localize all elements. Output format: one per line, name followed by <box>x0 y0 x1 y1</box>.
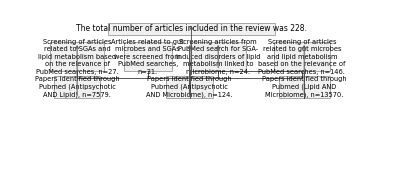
Text: Screening articles from
PubMed search for SGA-
induced disorders of lipid
metabo: Screening articles from PubMed search fo… <box>176 39 260 75</box>
Text: Papers identified through
Pubmed (Lipid AND
Microbiome), n=13570.: Papers identified through Pubmed (Lipid … <box>262 76 346 98</box>
Text: Papers identified through
Pubmed (Antipsychotic
AND Microbiome), n=124.: Papers identified through Pubmed (Antips… <box>146 76 233 98</box>
FancyBboxPatch shape <box>108 23 275 35</box>
Text: Screening of articles
related to gut microbes
and lipid metabolism
based on the : Screening of articles related to gut mic… <box>258 39 346 75</box>
Text: Screening of articles
related to SGAs and
lipid metabolism based
on the relevanc: Screening of articles related to SGAs an… <box>36 39 118 75</box>
FancyBboxPatch shape <box>274 42 330 71</box>
Text: The total number of articles included in the review was 228.: The total number of articles included in… <box>76 24 307 34</box>
FancyBboxPatch shape <box>166 76 213 97</box>
FancyBboxPatch shape <box>50 42 104 71</box>
FancyBboxPatch shape <box>190 42 246 71</box>
FancyBboxPatch shape <box>54 76 100 97</box>
FancyBboxPatch shape <box>124 42 172 71</box>
FancyBboxPatch shape <box>279 76 330 97</box>
Text: Papers identified through
Pubmed (Antipsychotic
AND Lipid), n=7579.: Papers identified through Pubmed (Antips… <box>35 76 120 98</box>
Text: Articles related to gut
microbes and SGAs
were screened from
PubMed searches,
n=: Articles related to gut microbes and SGA… <box>111 39 184 75</box>
